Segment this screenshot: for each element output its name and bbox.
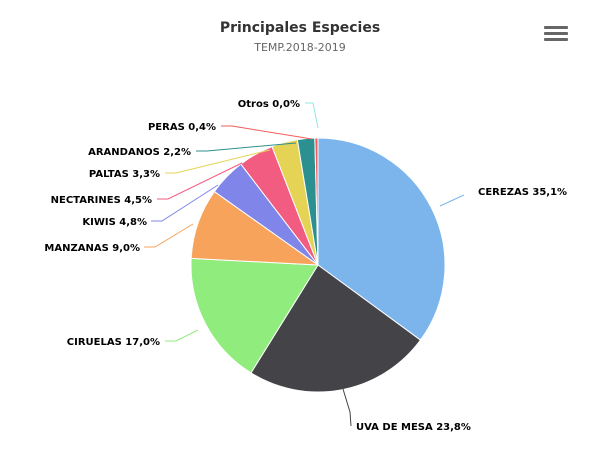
hamburger-menu-icon[interactable] xyxy=(544,26,568,44)
slice-uva-de-mesa[interactable] xyxy=(250,264,421,393)
label-otros: Otros 0,0% xyxy=(238,99,300,110)
label-nectarines: NECTARINES 4,5% xyxy=(51,195,152,206)
connector-ciruelas xyxy=(165,329,199,342)
connector-otros xyxy=(305,102,319,129)
label-manzanas: MANZANAS 9,0% xyxy=(44,243,140,254)
connector-manzanas xyxy=(144,223,194,248)
pie-slices xyxy=(190,137,446,393)
label-kiwis: KIWIS 4,8% xyxy=(82,217,147,228)
label-peras: PERAS 0,4% xyxy=(148,122,216,133)
connector-peras xyxy=(221,125,313,140)
label-cerezas: CEREZAS 35,1% xyxy=(478,187,567,198)
connector-kiwis xyxy=(151,184,219,222)
connector-arandanos xyxy=(196,142,297,152)
label-paltas: PALTAS 3,3% xyxy=(89,169,160,180)
slice-ciruelas[interactable] xyxy=(190,257,319,374)
label-uva-de-mesa: UVA DE MESA 23,8% xyxy=(356,422,471,433)
slice-peras[interactable] xyxy=(314,137,319,266)
chart-title: Principales Especies xyxy=(219,20,381,36)
label-ciruelas: CIRUELAS 17,0% xyxy=(67,337,160,348)
chart-subtitle: TEMP.2018-2019 xyxy=(254,41,346,54)
connector-nectarines xyxy=(157,162,243,200)
pie-labels: CEREZAS 35,1% UVA DE MESA 23,8% CIRUELAS 1… xyxy=(44,99,567,433)
connector-uva-de-mesa xyxy=(342,388,352,427)
label-arandanos: ARANDANOS 2,2% xyxy=(88,147,191,158)
connector-cerezas xyxy=(439,194,465,207)
slice-cerezas[interactable] xyxy=(317,137,446,341)
connector-paltas xyxy=(165,149,271,174)
